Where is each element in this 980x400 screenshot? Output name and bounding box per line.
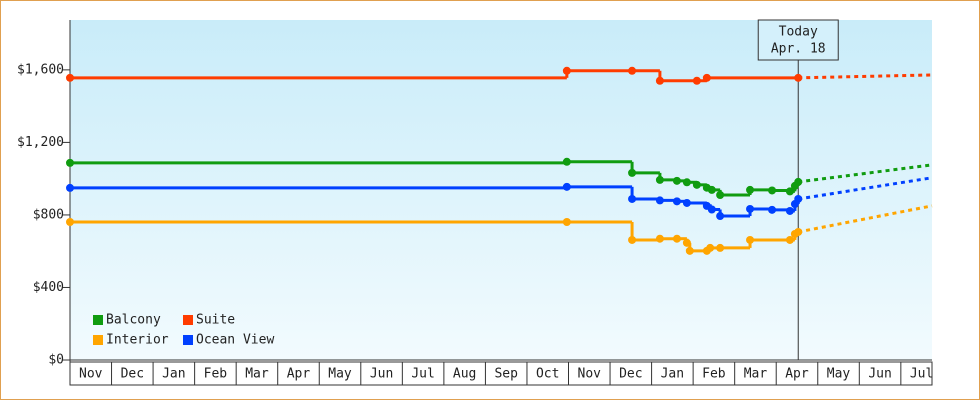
point [66, 218, 74, 227]
y-tick-label: $0 [48, 353, 64, 368]
point [628, 66, 637, 75]
x-tick-label: May [328, 367, 352, 382]
point [692, 180, 701, 189]
x-tick-label: Jul [910, 367, 933, 382]
y-tick-label: $400 [33, 280, 64, 295]
x-tick-label: Jul [411, 367, 434, 382]
point [66, 183, 74, 192]
point [794, 227, 803, 236]
x-tick-label: Jan [162, 367, 185, 382]
point [672, 234, 681, 243]
point [794, 73, 803, 82]
point [655, 196, 664, 205]
x-tick-label: Sep [494, 367, 518, 382]
legend-label: Balcony [106, 313, 161, 328]
point [746, 235, 755, 244]
x-tick-label: Feb [204, 367, 228, 382]
x-tick-label: Mar [744, 367, 768, 382]
point [66, 158, 74, 167]
legend-swatch [183, 315, 193, 325]
point [716, 243, 725, 252]
y-tick-label: $800 [33, 207, 64, 222]
point [707, 205, 716, 214]
point [716, 190, 725, 199]
x-tick-label: Jan [661, 367, 684, 382]
point [785, 187, 794, 196]
point [562, 157, 571, 166]
legend-swatch [93, 335, 103, 345]
point [66, 73, 74, 82]
point [655, 76, 664, 85]
point [785, 235, 794, 244]
point [562, 66, 571, 75]
x-tick-label: May [827, 367, 851, 382]
x-tick-label: Feb [702, 367, 726, 382]
point [682, 178, 691, 187]
projection-line [797, 204, 933, 234]
today-label: Today [779, 25, 818, 40]
point [692, 76, 701, 85]
legend-label: Interior [106, 333, 169, 348]
point [768, 205, 777, 214]
point [655, 175, 664, 184]
x-tick-label: Apr [785, 367, 809, 382]
point [628, 168, 637, 177]
legend-swatch [93, 315, 103, 325]
today-label: Apr. 18 [771, 42, 826, 57]
point [707, 185, 716, 194]
point [562, 182, 571, 191]
projection-line [798, 163, 933, 184]
point [702, 73, 711, 82]
x-tick-label: Oct [536, 367, 559, 382]
y-tick-label: $1,200 [17, 135, 64, 150]
point [672, 197, 681, 206]
point [628, 194, 637, 203]
point [628, 235, 637, 244]
point [706, 243, 715, 252]
point [746, 185, 755, 194]
x-tick-label: Dec [121, 367, 144, 382]
plot-area [70, 20, 932, 360]
x-tick-label: Mar [245, 367, 269, 382]
legend-swatch [183, 335, 193, 345]
point [682, 198, 691, 207]
point [682, 238, 691, 247]
legend-label: Suite [196, 313, 235, 328]
x-tick-label: Dec [619, 367, 642, 382]
point [794, 177, 803, 186]
point [768, 186, 777, 195]
point [685, 246, 694, 255]
legend-label: Ocean View [196, 333, 274, 348]
projection-line [798, 73, 933, 80]
x-tick-label: Aug [453, 367, 476, 382]
y-tick-label: $1,600 [17, 62, 64, 77]
x-tick-label: Jun [868, 367, 891, 382]
point [562, 218, 571, 227]
point [655, 234, 664, 243]
x-tick-label: Apr [287, 367, 311, 382]
x-tick-label: Nov [79, 367, 103, 382]
x-tick-label: Nov [578, 367, 602, 382]
point [785, 206, 794, 215]
point [746, 204, 755, 213]
point [672, 176, 681, 185]
projection-line [797, 176, 933, 201]
point [794, 194, 803, 203]
x-tick-label: Jun [370, 367, 393, 382]
today-box [757, 19, 839, 61]
point [716, 212, 725, 221]
